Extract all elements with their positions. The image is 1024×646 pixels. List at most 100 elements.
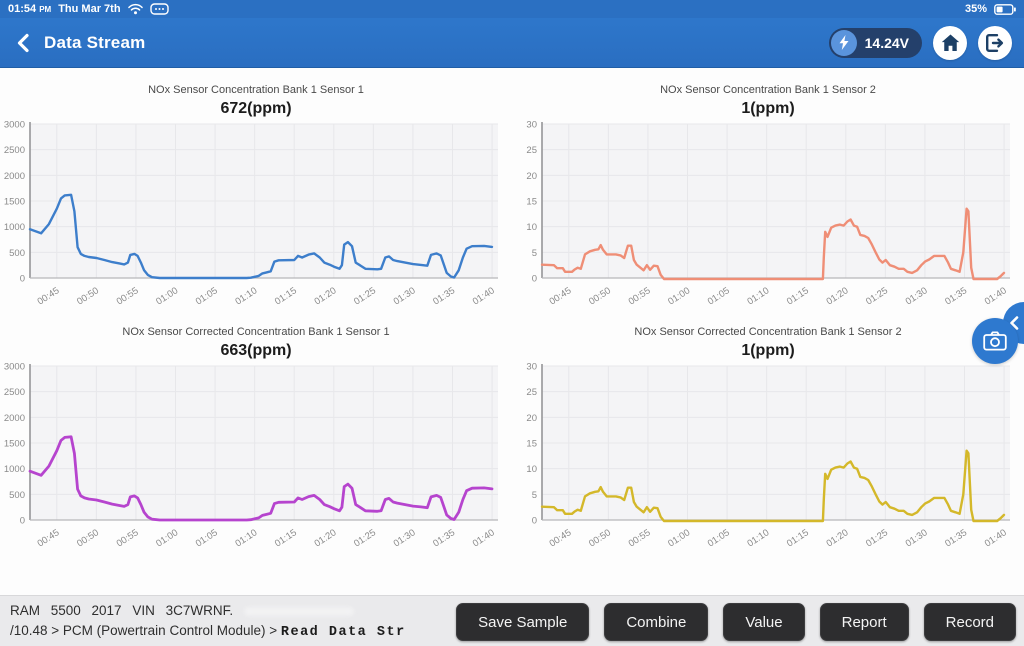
combine-button[interactable]: Combine (604, 603, 709, 641)
svg-text:01:20: 01:20 (312, 285, 338, 307)
svg-text:01:30: 01:30 (392, 527, 418, 549)
svg-text:01:05: 01:05 (194, 285, 220, 307)
chart-current-value: 672(ppm) (220, 100, 292, 117)
svg-text:01:15: 01:15 (273, 527, 299, 549)
wifi-icon (127, 3, 143, 15)
chart-title: NOx Sensor Corrected Concentration Bank … (122, 326, 390, 338)
svg-text:0: 0 (20, 274, 25, 285)
svg-text:01:40: 01:40 (983, 527, 1009, 549)
line-chart-canvas: 0 5 10 15 20 25 30 00:45 00:50 00:55 01:00 01:05 01:… (526, 120, 1010, 307)
chart-cell-nox-b1s2[interactable]: NOx Sensor Concentration Bank 1 Sensor 2… (512, 74, 1024, 316)
svg-text:01:05: 01:05 (706, 527, 732, 549)
svg-text:01:25: 01:25 (864, 285, 890, 307)
svg-text:01:00: 01:00 (666, 527, 692, 549)
svg-text:15: 15 (526, 197, 537, 208)
svg-text:01:20: 01:20 (824, 285, 850, 307)
chart-current-value: 663(ppm) (220, 342, 292, 359)
home-icon (941, 33, 959, 51)
svg-text:1500: 1500 (4, 439, 25, 450)
svg-text:00:55: 00:55 (115, 527, 141, 549)
header: Data Stream 14.24V (0, 18, 1024, 68)
svg-text:1000: 1000 (4, 464, 25, 475)
svg-text:01:35: 01:35 (943, 527, 969, 549)
svg-text:3000: 3000 (4, 362, 25, 373)
svg-text:01:10: 01:10 (233, 285, 259, 307)
svg-text:01:10: 01:10 (745, 527, 771, 549)
svg-text:3000: 3000 (4, 120, 25, 131)
svg-text:20: 20 (526, 171, 537, 182)
chart-title: NOx Sensor Concentration Bank 1 Sensor 1 (148, 84, 364, 96)
exit-icon (986, 33, 1004, 52)
svg-text:01:25: 01:25 (352, 285, 378, 307)
screenshot-button[interactable] (972, 318, 1018, 364)
report-button[interactable]: Report (819, 603, 909, 641)
svg-text:00:55: 00:55 (627, 527, 653, 549)
svg-text:01:25: 01:25 (864, 527, 890, 549)
chart-current-value: 1(ppm) (741, 342, 795, 359)
line-chart-canvas: 0 5 10 15 20 25 30 00:45 00:50 00:55 01:00 01:05 01:… (526, 362, 1010, 549)
svg-text:5: 5 (532, 248, 537, 259)
svg-text:2500: 2500 (4, 387, 25, 398)
svg-text:00:45: 00:45 (35, 527, 61, 549)
svg-text:0: 0 (20, 516, 25, 527)
chart-cell-nox-corrected-b1s2[interactable]: NOx Sensor Corrected Concentration Bank … (512, 316, 1024, 558)
breadcrumb-path: /10.48 > PCM (Powertrain Control Module)… (10, 623, 281, 638)
vehicle-info: RAM 5500 2017 VIN 3C7WRNF. (10, 603, 234, 618)
breadcrumb-current: Read Data Str (280, 625, 406, 640)
obd-connector-icon (149, 3, 169, 15)
svg-text:20: 20 (526, 413, 537, 424)
svg-text:00:55: 00:55 (627, 285, 653, 307)
value-button[interactable]: Value (723, 603, 805, 641)
battery-voltage-pill[interactable]: 14.24V (828, 27, 922, 58)
svg-text:25: 25 (526, 145, 537, 156)
chart-cell-nox-b1s1[interactable]: NOx Sensor Concentration Bank 1 Sensor 1… (0, 74, 512, 316)
record-button[interactable]: Record (923, 603, 1016, 641)
svg-text:500: 500 (9, 248, 25, 259)
redacted-vin-smudge (243, 606, 354, 616)
footer-actions: Save Sample Combine Value Report Record (456, 603, 1016, 641)
clock: 01:54 PM (8, 3, 52, 15)
line-chart-canvas: 0 500 1000 1500 2000 2500 3000 00:45 00:50 00:55 0… (4, 120, 498, 307)
clock-meridiem: PM (39, 5, 52, 14)
svg-text:2000: 2000 (4, 413, 25, 424)
chevron-left-icon (1010, 316, 1019, 330)
svg-text:01:30: 01:30 (904, 285, 930, 307)
svg-text:25: 25 (526, 387, 537, 398)
svg-text:00:45: 00:45 (35, 285, 61, 307)
svg-text:0: 0 (532, 516, 537, 527)
svg-text:01:15: 01:15 (785, 285, 811, 307)
svg-text:01:20: 01:20 (824, 527, 850, 549)
svg-text:30: 30 (526, 120, 537, 131)
svg-text:01:05: 01:05 (194, 527, 220, 549)
svg-text:15: 15 (526, 439, 537, 450)
status-date: Thu Mar 7th (58, 3, 121, 15)
svg-text:01:00: 01:00 (666, 285, 692, 307)
session-info: RAM 5500 2017 VIN 3C7WRNF. /10.48 > PCM … (10, 601, 406, 643)
save-sample-button[interactable]: Save Sample (456, 603, 590, 641)
svg-text:01:30: 01:30 (392, 285, 418, 307)
back-button[interactable] (4, 23, 44, 63)
svg-text:01:00: 01:00 (154, 285, 180, 307)
svg-text:01:35: 01:35 (431, 285, 457, 307)
chart-title: NOx Sensor Corrected Concentration Bank … (634, 326, 902, 338)
lightning-icon (830, 29, 857, 56)
line-chart-canvas: 0 500 1000 1500 2000 2500 3000 00:45 00:50 00:55 0… (4, 362, 498, 549)
home-button[interactable] (933, 25, 967, 60)
svg-text:1500: 1500 (4, 197, 25, 208)
svg-text:2000: 2000 (4, 171, 25, 182)
svg-text:5: 5 (532, 490, 537, 501)
chart-cell-nox-corrected-b1s1[interactable]: NOx Sensor Corrected Concentration Bank … (0, 316, 512, 558)
svg-text:500: 500 (9, 490, 25, 501)
svg-text:00:50: 00:50 (75, 527, 101, 549)
chart-grid: NOx Sensor Concentration Bank 1 Sensor 1… (0, 68, 1024, 558)
exit-button[interactable] (978, 25, 1012, 60)
page-title: Data Stream (44, 32, 146, 52)
svg-text:01:05: 01:05 (706, 285, 732, 307)
svg-text:00:45: 00:45 (547, 527, 573, 549)
svg-text:01:10: 01:10 (745, 285, 771, 307)
svg-text:01:40: 01:40 (471, 285, 497, 307)
svg-text:1000: 1000 (4, 222, 25, 233)
svg-text:00:45: 00:45 (547, 285, 573, 307)
svg-text:0: 0 (532, 274, 537, 285)
chart-current-value: 1(ppm) (741, 100, 795, 117)
